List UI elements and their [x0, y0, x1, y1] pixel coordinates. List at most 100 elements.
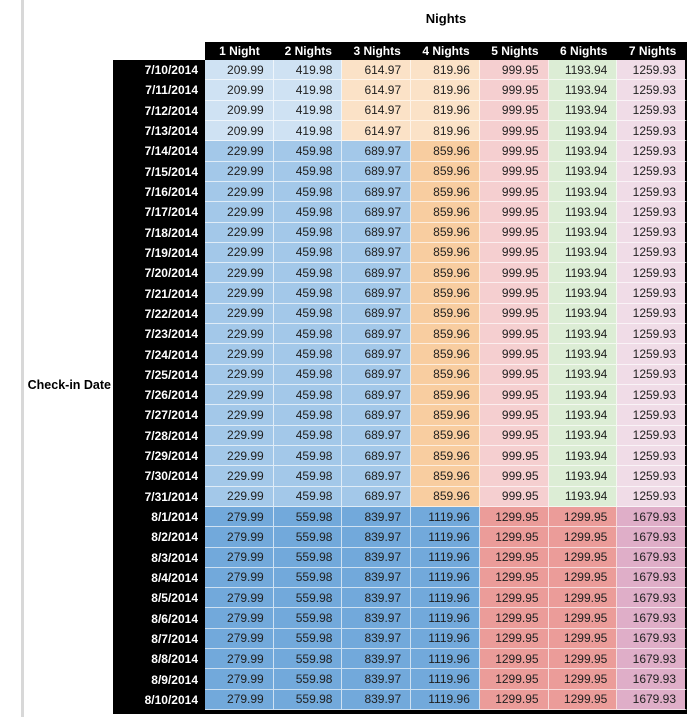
price-cell: 1299.95 [548, 608, 618, 629]
price-cell: 1299.95 [548, 669, 618, 690]
price-cell: 1259.93 [617, 303, 688, 325]
checkin-date-cell: 7/17/2014 [113, 202, 205, 223]
price-cell: 999.95 [479, 222, 549, 243]
price-cell: 689.97 [342, 161, 412, 182]
price-cell: 859.96 [411, 202, 480, 223]
price-cell: 229.99 [205, 466, 274, 487]
column-header-row: 1 Night 2 Nights 3 Nights 4 Nights 5 Nights 6… [205, 42, 687, 60]
price-cell: 559.98 [273, 628, 343, 650]
price-cell: 1679.93 [617, 547, 688, 568]
checkin-date-cell: 7/31/2014 [113, 486, 205, 507]
price-cell: 1193.94 [548, 324, 618, 345]
price-cell: 459.98 [273, 303, 343, 325]
price-cell: 999.95 [479, 202, 549, 223]
price-cell: 689.97 [342, 181, 412, 203]
checkin-date-cell: 7/22/2014 [113, 303, 205, 325]
price-cell: 1299.95 [548, 527, 618, 548]
price-cell: 1193.94 [548, 120, 618, 142]
table-row: 7/16/2014 229.99 459.98 689.97 859.96 999.95 1… [113, 181, 688, 203]
price-cell: 1679.93 [617, 527, 688, 548]
price-cell: 839.97 [342, 527, 412, 548]
price-cell: 1299.95 [548, 649, 618, 670]
checkin-date-cell: 7/10/2014 [113, 60, 205, 81]
price-cell: 999.95 [479, 80, 549, 101]
price-cell: 1679.93 [617, 506, 688, 528]
price-cell: 229.99 [205, 303, 274, 325]
price-cell: 999.95 [479, 60, 549, 81]
price-cell: 459.98 [273, 283, 343, 304]
price-cell: 1299.95 [548, 628, 618, 650]
row-axis-label: Check-in Date [27, 378, 111, 392]
price-cell: 229.99 [205, 425, 274, 446]
price-cell: 1119.96 [411, 527, 480, 548]
price-cell: 279.99 [205, 669, 274, 690]
checkin-date-cell: 7/14/2014 [113, 141, 205, 162]
checkin-date-cell: 7/26/2014 [113, 385, 205, 406]
price-cell: 459.98 [273, 324, 343, 345]
price-cell: 839.97 [342, 547, 412, 568]
price-cell: 1119.96 [411, 689, 480, 710]
price-cell: 1119.96 [411, 506, 480, 528]
table-row: 8/1/2014 279.99 559.98 839.97 1119.96 1299.95… [113, 506, 688, 528]
table-row: 8/10/2014 279.99 559.98 839.97 1119.96 1299.9… [113, 689, 688, 710]
table-row: 7/22/2014 229.99 459.98 689.97 859.96 999.95 1… [113, 303, 688, 325]
price-cell: 1299.95 [479, 608, 549, 629]
price-cell: 459.98 [273, 466, 343, 487]
price-cell: 1193.94 [548, 385, 618, 406]
price-cell: 689.97 [342, 242, 412, 264]
checkin-date-cell: 7/18/2014 [113, 222, 205, 243]
price-cell: 839.97 [342, 588, 412, 609]
checkin-date-cell: 7/13/2014 [113, 120, 205, 142]
price-cell: 419.98 [273, 100, 343, 121]
price-cell: 279.99 [205, 567, 274, 589]
price-cell: 209.99 [205, 60, 274, 81]
price-cell: 689.97 [342, 364, 412, 385]
price-cell: 1193.94 [548, 202, 618, 223]
table-bottom-border [113, 710, 687, 714]
price-cell: 819.96 [411, 120, 480, 142]
price-cell: 229.99 [205, 344, 274, 365]
checkin-date-cell: 8/6/2014 [113, 608, 205, 629]
checkin-date-cell: 7/29/2014 [113, 445, 205, 467]
column-header: 5 Nights [491, 44, 539, 58]
price-cell: 1259.93 [617, 425, 688, 446]
price-cell: 1299.95 [548, 547, 618, 568]
price-cell: 1259.93 [617, 344, 688, 365]
price-cell: 839.97 [342, 567, 412, 589]
price-cell: 1193.94 [548, 181, 618, 203]
price-cell: 419.98 [273, 80, 343, 101]
price-cell: 1193.94 [548, 344, 618, 365]
price-cell: 1193.94 [548, 60, 618, 81]
price-cell: 859.96 [411, 141, 480, 162]
price-cell: 1259.93 [617, 405, 688, 426]
price-cell: 859.96 [411, 263, 480, 284]
price-cell: 859.96 [411, 181, 480, 203]
price-cell: 229.99 [205, 364, 274, 385]
price-cell: 559.98 [273, 608, 343, 629]
price-cell: 1193.94 [548, 405, 618, 426]
price-cell: 1259.93 [617, 202, 688, 223]
price-cell: 559.98 [273, 567, 343, 589]
checkin-date-cell: 7/27/2014 [113, 405, 205, 426]
column-header: 1 Night [219, 44, 260, 58]
price-cell: 689.97 [342, 283, 412, 304]
price-cell: 999.95 [479, 303, 549, 325]
price-cell: 839.97 [342, 608, 412, 629]
checkin-date-cell: 8/7/2014 [113, 628, 205, 650]
table-row: 7/27/2014 229.99 459.98 689.97 859.96 999.95 1… [113, 405, 688, 426]
price-cell: 459.98 [273, 486, 343, 507]
price-cell: 279.99 [205, 689, 274, 710]
price-cell: 859.96 [411, 385, 480, 406]
price-cell: 559.98 [273, 506, 343, 528]
checkin-date-cell: 7/24/2014 [113, 344, 205, 365]
price-cell: 209.99 [205, 80, 274, 101]
table-row: 8/9/2014 279.99 559.98 839.97 1119.96 1299.95… [113, 669, 688, 690]
checkin-date-cell: 7/15/2014 [113, 161, 205, 182]
price-cell: 1259.93 [617, 466, 688, 487]
price-cell: 859.96 [411, 466, 480, 487]
price-cell: 839.97 [342, 689, 412, 710]
price-cell: 1193.94 [548, 466, 618, 487]
table-row: 7/19/2014 229.99 459.98 689.97 859.96 999.95 1… [113, 242, 688, 264]
checkin-date-cell: 7/23/2014 [113, 324, 205, 345]
checkin-date-cell: 7/21/2014 [113, 283, 205, 304]
